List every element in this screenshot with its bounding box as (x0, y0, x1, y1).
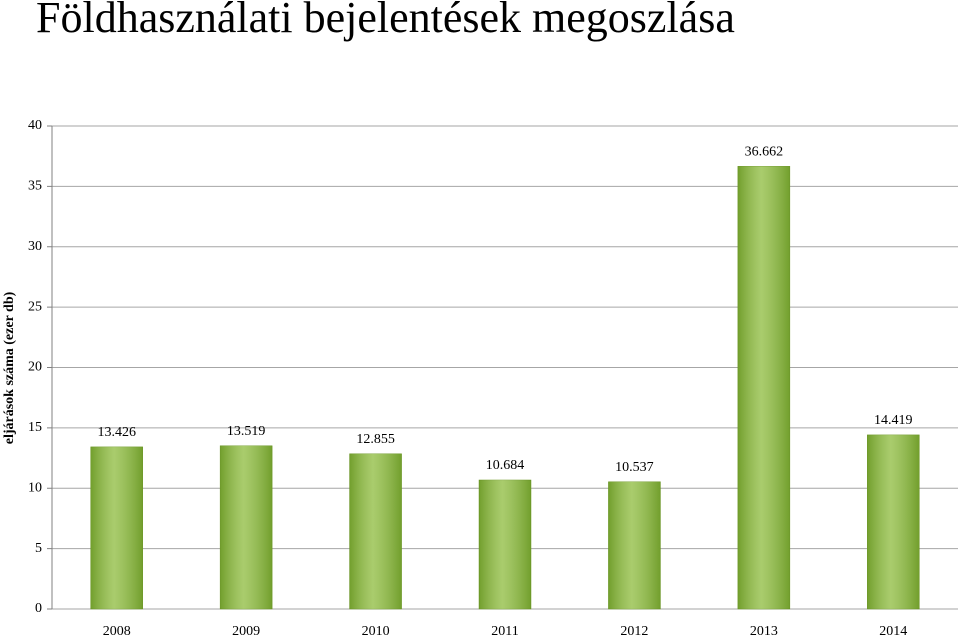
x-tick-label: 2011 (491, 624, 518, 638)
y-tick-label: 0 (35, 601, 42, 616)
data-label: 12.855 (356, 432, 395, 447)
bar-shine (867, 434, 920, 609)
data-label: 10.684 (486, 458, 525, 473)
x-tick-label: 2013 (750, 624, 778, 638)
y-tick-label: 30 (28, 239, 42, 254)
x-tick-label: 2010 (362, 624, 390, 638)
y-tick-label: 40 (28, 118, 42, 133)
bar-shine (349, 453, 402, 609)
bar-shine (220, 445, 273, 609)
y-tick-label: 35 (28, 179, 42, 194)
y-tick-label: 15 (28, 420, 42, 435)
x-tick-label: 2014 (879, 624, 907, 638)
bar-shine (608, 481, 661, 609)
y-axis-label: eljárások száma (ezer db) (2, 291, 17, 444)
y-tick-label: 10 (28, 480, 42, 495)
x-tick-label: 2009 (232, 624, 260, 638)
y-tick-label: 5 (35, 541, 42, 556)
bar-shine (479, 479, 531, 609)
data-label: 13.519 (227, 424, 266, 439)
data-label: 13.426 (97, 425, 136, 440)
chart-title: Földhasználati bejelentések megoszlása (36, 0, 735, 42)
bar-shine (737, 166, 790, 610)
y-tick-label: 25 (28, 299, 42, 314)
bar-shine (90, 446, 143, 609)
data-label: 14.419 (874, 413, 913, 428)
y-tick-label: 20 (28, 360, 42, 375)
x-tick-label: 2008 (103, 624, 131, 638)
data-label: 36.662 (745, 145, 784, 160)
x-tick-label: 2012 (620, 624, 648, 638)
data-label: 10.537 (615, 460, 654, 475)
